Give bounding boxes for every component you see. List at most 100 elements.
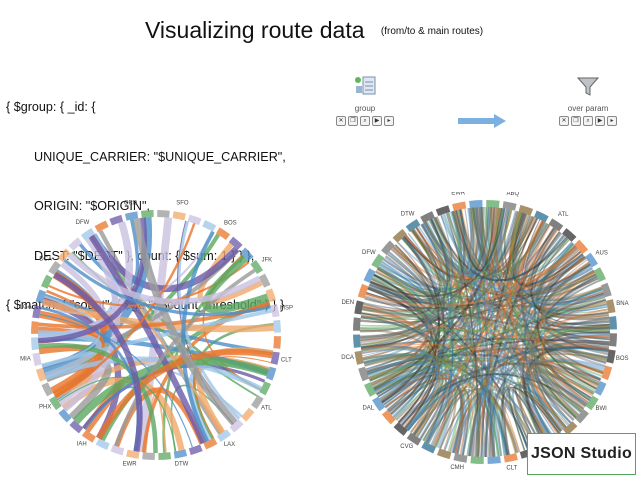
chord-link: [360, 211, 522, 339]
chord-link: [373, 365, 578, 417]
chord-link: [521, 222, 583, 413]
chord-link: [365, 209, 513, 372]
chord-link: [390, 249, 495, 457]
chord-link: [447, 212, 532, 449]
chord-link: [373, 369, 454, 449]
chord-link: [373, 273, 440, 429]
chord-link: [473, 207, 566, 279]
chord-group-arc: [606, 299, 616, 314]
chord-link: [412, 228, 493, 457]
chord-link: [446, 212, 549, 277]
group-stage[interactable]: group ✕ ❐ ⌕ ▶ ▸: [325, 74, 405, 126]
chord-link: [476, 207, 587, 407]
chord-link: [360, 229, 441, 346]
chord-link: [426, 218, 538, 443]
chord-link: [542, 269, 610, 341]
chord-link: [371, 210, 463, 387]
chord-link: [508, 211, 570, 281]
chord-group-arc: [503, 453, 518, 463]
step-icon[interactable]: ▸: [384, 116, 394, 126]
chord-group-arc: [354, 300, 364, 315]
group-stage-toolbar: ✕ ❐ ⌕ ▶ ▸: [325, 116, 405, 126]
chord-link: [367, 287, 437, 424]
chord-link: [373, 208, 504, 391]
chord-link: [381, 237, 440, 404]
chord-node-label: BWI: [595, 406, 607, 412]
chord-link: [181, 230, 215, 443]
chord-link: [360, 208, 505, 321]
chord-link: [534, 262, 591, 410]
chord-link: [360, 246, 433, 327]
chord-link: [527, 227, 599, 298]
chord-group-arc: [265, 288, 277, 303]
chord-link: [540, 261, 609, 351]
chord-link: [544, 292, 610, 329]
chord-link: [544, 326, 610, 384]
chord-node-label: BOS: [616, 356, 629, 362]
chord-link: [405, 385, 463, 453]
chord-group-arc: [270, 351, 280, 365]
chord-link: [201, 255, 269, 314]
chord-link: [507, 212, 545, 276]
chord-link: [421, 207, 490, 275]
chord-link: [113, 268, 256, 447]
chord-group-arc: [126, 449, 140, 459]
chord-group-arc: [265, 366, 277, 381]
chord-link: [379, 212, 526, 290]
chord-link: [380, 262, 577, 419]
chord-link: [397, 241, 610, 331]
run-icon[interactable]: ▶: [372, 116, 382, 126]
chord-link: [360, 315, 609, 351]
chord-link: [364, 250, 582, 310]
chord-link: [491, 207, 604, 374]
chord-link: [468, 393, 482, 457]
chord-link: [361, 206, 487, 317]
delete-icon[interactable]: ✕: [336, 116, 346, 126]
chord-link: [459, 207, 478, 272]
chord-link: [360, 319, 582, 413]
chord-link: [489, 259, 588, 457]
chord-link: [537, 246, 610, 329]
chord-link: [366, 291, 595, 393]
chord-link: [401, 223, 451, 427]
step-icon[interactable]: ▸: [607, 116, 617, 126]
chord-link: [366, 323, 610, 374]
zoom-icon[interactable]: ⌕: [583, 116, 593, 126]
chord-link: [362, 354, 500, 457]
chord-group-arc: [593, 267, 606, 282]
chord-link: [361, 255, 432, 316]
chord-link: [371, 278, 452, 448]
chord-link: [427, 389, 471, 456]
copy-icon[interactable]: ❐: [348, 116, 358, 126]
chord-link: [477, 220, 544, 457]
chord-link: [368, 227, 556, 380]
chord-link: [364, 353, 429, 395]
chord-link: [399, 376, 572, 425]
filter-stage[interactable]: over param ✕ ❐ ⌕ ▶ ▸: [548, 74, 628, 126]
chord-link: [368, 357, 595, 394]
chord-link: [535, 286, 603, 419]
chord-link: [455, 207, 491, 272]
chord-link: [361, 251, 432, 318]
chord-link: [362, 305, 451, 447]
chord-link: [380, 226, 445, 403]
chord-group-arc: [69, 420, 84, 434]
chord-link: [360, 232, 439, 340]
copy-icon[interactable]: ❐: [571, 116, 581, 126]
chord-link: [501, 386, 560, 456]
chord-link: [392, 206, 485, 418]
chord-link: [376, 207, 475, 396]
run-icon[interactable]: ▶: [595, 116, 605, 126]
delete-icon[interactable]: ✕: [559, 116, 569, 126]
chord-link: [432, 234, 564, 447]
chord-group-arc: [202, 219, 217, 232]
chord-link: [397, 251, 582, 423]
chord-group-arc: [372, 396, 386, 412]
chord-link: [478, 207, 563, 432]
chord-group-arc: [381, 240, 395, 255]
chord-group-arc: [353, 317, 361, 331]
chord-link: [360, 217, 451, 347]
chord-group-arc: [609, 316, 617, 330]
zoom-icon[interactable]: ⌕: [360, 116, 370, 126]
chord-node-label: BOS: [224, 221, 237, 227]
